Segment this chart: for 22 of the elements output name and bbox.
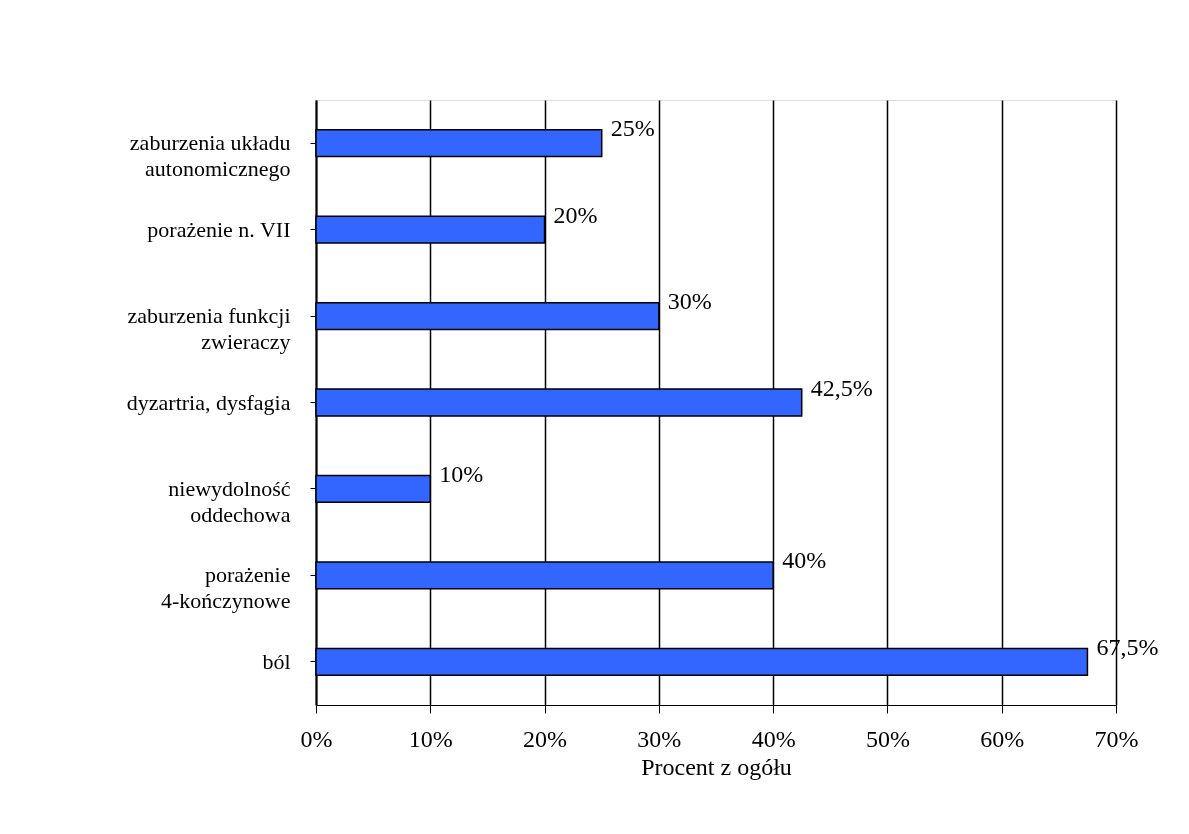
- y-tick-label: niewydolność oddechowa: [168, 475, 291, 527]
- data-label: 42,5%: [810, 374, 873, 401]
- data-label: 10%: [439, 460, 484, 487]
- data-label: 30%: [667, 288, 712, 315]
- y-tick-label: dyzartria, dysfagia: [126, 389, 291, 415]
- data-label: 20%: [553, 201, 598, 228]
- y-tick-label: porażenie n. VII: [147, 216, 291, 242]
- x-tick-label: 40%: [751, 725, 796, 752]
- x-tick-label: 20%: [523, 725, 568, 752]
- x-tick-label: 10%: [408, 725, 453, 752]
- x-tick-label: 70%: [1094, 725, 1139, 752]
- y-tick-label: ból: [262, 648, 291, 674]
- x-tick-label: 0%: [300, 725, 333, 752]
- y-tick-label: zaburzenia funkcji zwieraczy: [127, 303, 291, 355]
- x-tick-label: 30%: [637, 725, 682, 752]
- data-label: 25%: [610, 115, 655, 142]
- x-tick-label: 60%: [980, 725, 1025, 752]
- y-tick-label: porażenie 4-kończynowe: [160, 562, 291, 614]
- data-label: 40%: [782, 547, 827, 574]
- x-tick-label: 50%: [865, 725, 910, 752]
- y-tick-label: zaburzenia układu autonomicznego: [129, 130, 291, 182]
- x-axis-title: Procent z ogółu: [641, 753, 792, 780]
